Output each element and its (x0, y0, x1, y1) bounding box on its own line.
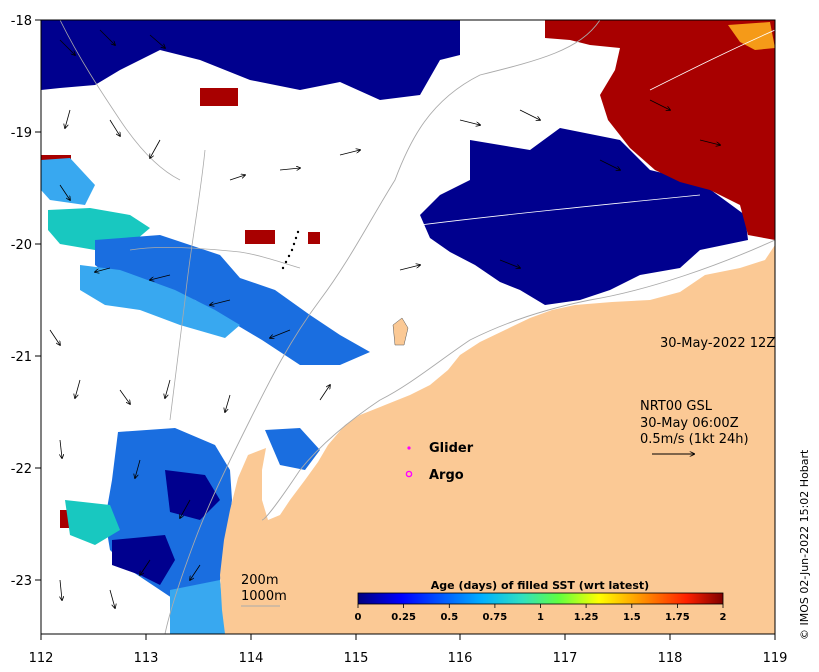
colorbar-ticks (357, 604, 724, 608)
legend-glider: Glider (429, 441, 474, 456)
colorbar-tick-label: 2 (720, 612, 727, 623)
y-tick-label: -18 (11, 14, 32, 29)
y-tick-label: -22 (11, 462, 32, 477)
y-tick-label: -21 (11, 350, 32, 365)
sst-red-patch (245, 230, 275, 244)
colorbar-tick-label: 1 (537, 612, 544, 623)
x-tick-label: 115 (344, 651, 369, 666)
contour-200m (261, 239, 775, 521)
map-timestamp: 30-May-2022 12Z (660, 336, 775, 351)
x-tick-label: 114 (239, 651, 264, 666)
contour-1000m-label: 1000m (241, 589, 287, 604)
argo-marker-icon (405, 470, 413, 478)
current-source: NRT00 GSL (640, 399, 713, 414)
contour-200m-label: 200m (241, 573, 278, 588)
colorbar-tick-label: 1.5 (623, 612, 641, 623)
sst-blue-band (95, 235, 370, 365)
sst-navy-southwest (165, 470, 220, 520)
sst-lightblue-south (170, 580, 226, 634)
current-scale: 0.5m/s (1kt 24h) (640, 432, 749, 447)
colorbar-title: Age (days) of filled SST (wrt latest) (431, 579, 649, 592)
ssh-contour (419, 194, 701, 226)
sst-red-patch (200, 88, 238, 106)
sst-orange-corner (728, 22, 775, 50)
colorbar-tick-label: 0.25 (391, 612, 416, 623)
glider-marker-icon (407, 446, 411, 450)
x-tick-label: 112 (29, 651, 54, 666)
sst-blue-mid (265, 428, 320, 470)
contour-1000m (59, 20, 181, 181)
colorbar-tick-label: 0.5 (440, 612, 458, 623)
colorbar-tick-label: 1.25 (574, 612, 599, 623)
sst-cyan-south (65, 500, 120, 545)
credit-text: © IMOS 02-Jun-2022 15:02 Hobart (798, 449, 811, 640)
land-island (392, 317, 409, 346)
x-axis (40, 634, 776, 640)
sst-red-patch (308, 232, 320, 244)
y-tick-label: -20 (11, 238, 32, 253)
sst-lightblue-west (41, 158, 95, 205)
sst-navy-southwest (112, 535, 175, 585)
y-tick-label: -23 (11, 574, 32, 589)
y-axis (35, 19, 41, 581)
x-tick-label: 117 (553, 651, 578, 666)
x-tick-label: 116 (448, 651, 473, 666)
plot-frame (40, 19, 776, 635)
contour-1000m (164, 20, 601, 634)
sst-lightblue-band (80, 265, 240, 338)
current-vectors (49, 29, 720, 608)
current-time: 30-May 06:00Z (640, 416, 739, 431)
colorbar (357, 592, 724, 605)
sst-navy-north (41, 20, 460, 100)
x-tick-label: 113 (134, 651, 159, 666)
colorbar-tick-label: 1.75 (665, 612, 690, 623)
legend-argo: Argo (429, 468, 464, 483)
land-australia (220, 245, 775, 634)
contour-1000m (169, 149, 206, 421)
sst-red-northeast (545, 20, 775, 240)
colorbar-tick-label: 0.75 (483, 612, 508, 623)
colorbar-tick-label: 0 (355, 612, 362, 623)
x-tick-label: 119 (763, 651, 788, 666)
x-tick-label: 118 (658, 651, 683, 666)
ssh-contour (649, 29, 775, 91)
contour-1000m (129, 246, 301, 269)
glider-track (281, 230, 300, 270)
y-tick-label: -19 (11, 126, 32, 141)
